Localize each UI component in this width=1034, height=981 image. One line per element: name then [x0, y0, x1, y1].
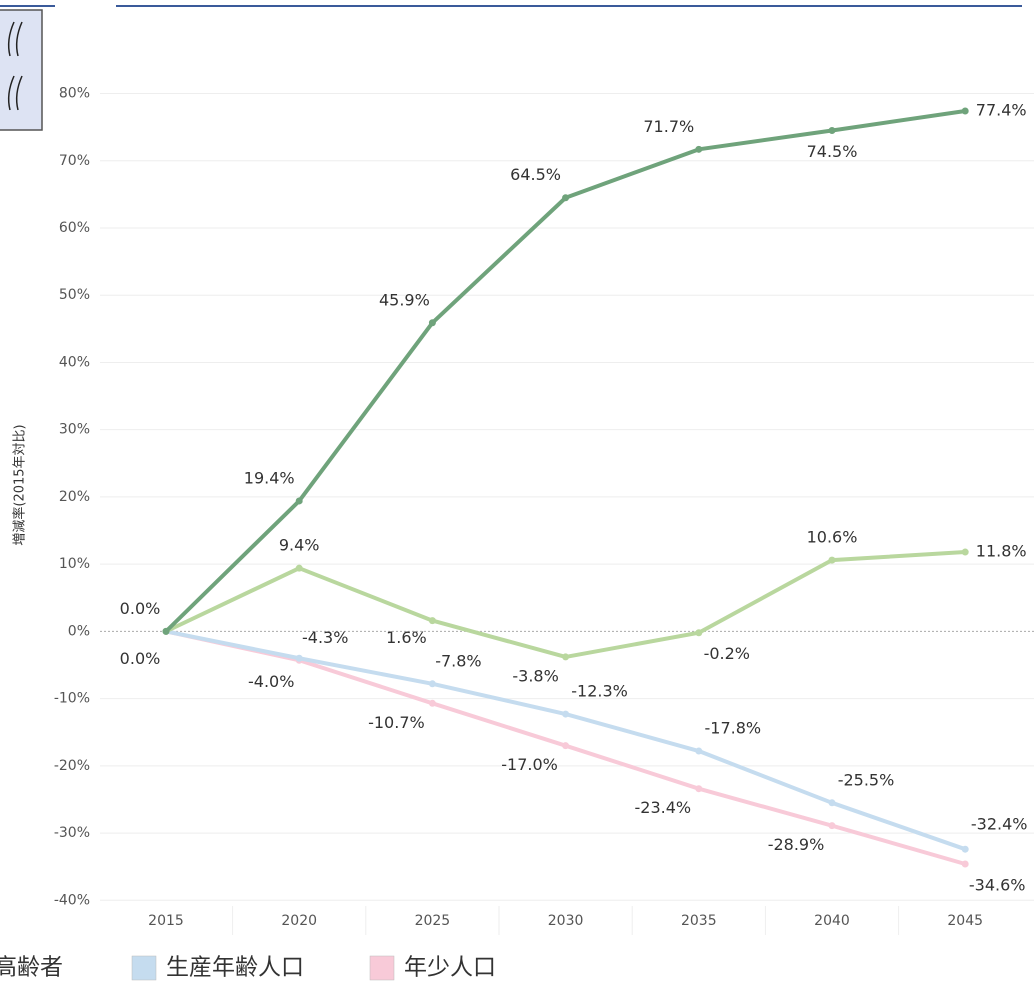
data-label: 74.5% [807, 142, 858, 161]
y-tick-label: -30% [54, 825, 90, 841]
y-tick-label: 60% [59, 220, 90, 236]
data-label: 10.6% [807, 528, 858, 547]
data-point [562, 653, 570, 661]
data-point [562, 742, 570, 750]
data-point [695, 629, 703, 637]
data-label: 71.7% [643, 117, 694, 136]
data-point [961, 107, 969, 115]
data-point [162, 627, 170, 635]
data-label: -3.8% [512, 666, 558, 685]
data-label: -7.8% [435, 651, 481, 670]
data-label: 9.4% [279, 536, 320, 555]
y-tick-label: 20% [59, 489, 90, 505]
y-tick-label: 0% [68, 623, 90, 639]
x-tick-label: 2020 [281, 913, 317, 929]
x-tick-label: 2015 [148, 913, 184, 929]
x-tick-label: 2025 [415, 913, 451, 929]
legend-swatch [131, 955, 157, 981]
legend-label: 生産年齢人口 [166, 955, 304, 981]
series-line [165, 629, 966, 852]
legend-label: 年少人口 [404, 955, 496, 981]
data-point [295, 654, 303, 662]
data-point [828, 556, 836, 564]
y-tick-label: 70% [59, 153, 90, 169]
y-tick-label: 80% [59, 86, 90, 102]
data-point [562, 194, 570, 202]
data-label: 45.9% [379, 290, 430, 309]
data-label: -17.8% [704, 719, 761, 738]
data-label: 0.0% [120, 599, 161, 618]
side-panel[interactable] [0, 9, 43, 131]
data-label: -32.4% [971, 815, 1028, 834]
series-line [165, 550, 966, 659]
data-point [961, 548, 969, 556]
data-label: 77.4% [976, 101, 1027, 120]
y-tick-label: -20% [54, 758, 90, 774]
data-point [428, 699, 436, 707]
data-point [428, 680, 436, 688]
x-tick-label: 2045 [947, 913, 983, 929]
x-tick-label: 2035 [681, 913, 717, 929]
data-point [828, 822, 836, 830]
y-tick-label: 40% [59, 354, 90, 370]
legend-swatch [369, 955, 395, 981]
data-point [828, 799, 836, 807]
y-tick-label: 30% [59, 422, 90, 438]
data-point [961, 845, 969, 853]
data-label: -0.2% [704, 644, 750, 663]
data-label: -34.6% [969, 875, 1026, 894]
data-label: 1.6% [386, 628, 427, 647]
panel-icon [7, 21, 23, 111]
data-label: -25.5% [838, 770, 895, 789]
y-axis-label: 増減率(2015年対比) [12, 424, 28, 545]
legend-label: 高齢者 [0, 955, 63, 981]
data-label: 19.4% [244, 468, 295, 487]
x-tick-label: 2040 [814, 913, 850, 929]
y-tick-label: -40% [54, 892, 90, 908]
data-label: -4.3% [302, 628, 348, 647]
data-point [428, 617, 436, 625]
data-point [695, 747, 703, 755]
data-point [562, 710, 570, 718]
data-point [295, 564, 303, 572]
data-label: -12.3% [571, 682, 628, 701]
data-point [428, 319, 436, 327]
data-point [828, 127, 836, 135]
y-tick-label: 50% [59, 287, 90, 303]
data-label: 0.0% [120, 649, 161, 668]
data-label: -17.0% [501, 755, 558, 774]
data-label: -4.0% [248, 672, 294, 691]
y-tick-label: 10% [59, 556, 90, 572]
data-label: -23.4% [634, 798, 691, 817]
data-label: -10.7% [368, 713, 425, 732]
data-point [295, 497, 303, 505]
data-label: -28.9% [768, 835, 825, 854]
data-point [695, 145, 703, 153]
y-tick-label: -10% [54, 691, 90, 707]
data-label: 11.8% [976, 542, 1027, 561]
data-point [961, 860, 969, 868]
data-label: 64.5% [510, 165, 561, 184]
data-point [695, 785, 703, 793]
x-tick-label: 2030 [548, 913, 584, 929]
